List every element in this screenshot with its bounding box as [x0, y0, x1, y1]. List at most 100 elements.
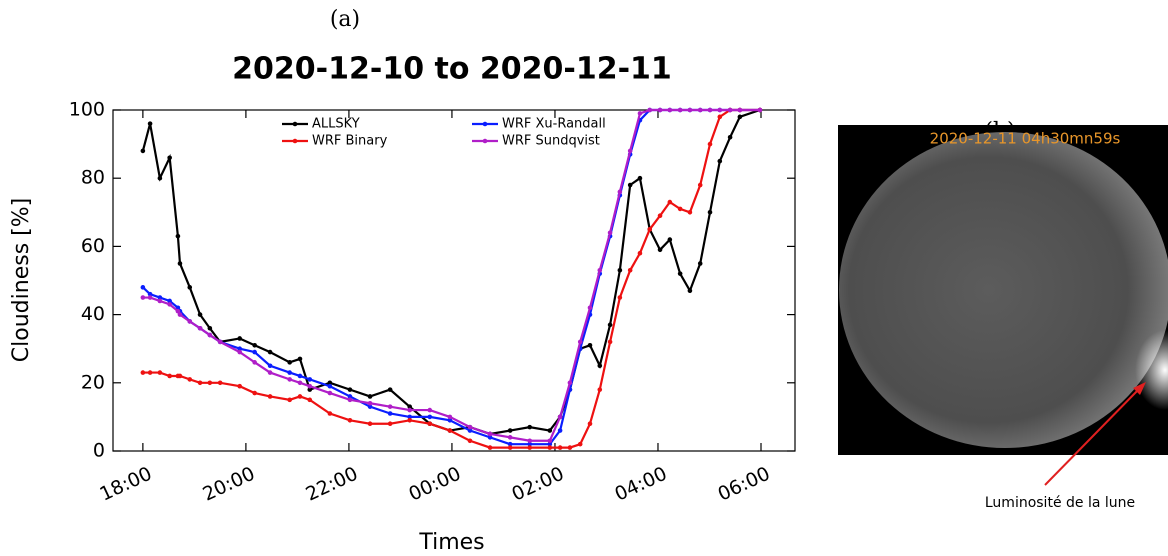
point [487, 445, 493, 450]
legend-label: WRF Xu-Randall [502, 117, 606, 132]
point [407, 407, 413, 413]
point [707, 141, 713, 147]
point [587, 305, 593, 311]
series-line [142, 108, 760, 442]
point [197, 325, 203, 331]
point [527, 438, 533, 444]
point [287, 377, 292, 382]
arrow-head [1133, 382, 1146, 395]
point [557, 445, 563, 450]
point [507, 428, 513, 433]
point [157, 370, 163, 375]
image-timestamp: 2020-12-11 04h30mn59s [930, 130, 1121, 148]
point [617, 189, 623, 195]
point [697, 261, 703, 266]
point [717, 107, 723, 113]
point [707, 107, 713, 113]
point [387, 421, 393, 427]
point [737, 107, 743, 113]
legend-label: ALLSKY [312, 117, 360, 132]
point [507, 441, 513, 447]
point [252, 349, 257, 355]
point [447, 418, 453, 423]
point [207, 380, 213, 386]
plot-frame [112, 109, 796, 452]
point [217, 339, 223, 345]
point [147, 291, 153, 297]
point [217, 380, 223, 386]
point [447, 414, 453, 420]
point [427, 421, 433, 427]
point [467, 428, 473, 433]
point [577, 339, 583, 345]
point [527, 424, 533, 430]
point [207, 325, 213, 331]
point [717, 158, 723, 164]
point [577, 441, 583, 447]
point [147, 295, 153, 300]
point [237, 383, 243, 389]
point [297, 380, 303, 386]
point [617, 295, 623, 300]
point [587, 421, 593, 427]
point [407, 418, 413, 423]
point [177, 373, 183, 379]
x-tick-label: 22:00 [302, 463, 361, 506]
point [587, 342, 593, 348]
point [252, 342, 257, 348]
point [157, 295, 163, 300]
point [297, 373, 303, 379]
point [407, 404, 413, 409]
point [387, 387, 393, 392]
point [727, 107, 733, 113]
point [617, 267, 623, 273]
point [387, 411, 393, 416]
x-tick-label: 06:00 [715, 463, 774, 506]
point [267, 363, 273, 369]
legend-marker [482, 138, 488, 144]
point [207, 332, 213, 338]
x-tick-label: 00:00 [405, 463, 464, 506]
y-tick-label: 0 [93, 440, 105, 462]
point [187, 285, 193, 290]
moon-glow [1135, 330, 1168, 410]
legend-marker [482, 121, 488, 127]
x-tick-label: 02:00 [508, 463, 567, 506]
point [157, 298, 163, 304]
point [140, 285, 146, 290]
point [637, 175, 643, 181]
point [327, 383, 333, 389]
point [647, 227, 653, 232]
point [697, 107, 703, 113]
point [507, 435, 513, 440]
image-annotation: Luminosité de la lune [985, 495, 1135, 511]
point [387, 404, 393, 409]
point [187, 319, 193, 324]
point [687, 288, 693, 294]
point [252, 390, 257, 396]
y-axis-label: Cloudiness [%] [9, 198, 34, 362]
chart-title: 2020-12-10 to 2020-12-11 [232, 52, 672, 87]
annotation-arrow [1044, 387, 1141, 486]
point [367, 421, 373, 427]
point [557, 414, 563, 420]
point [467, 438, 473, 444]
point [167, 298, 172, 304]
point [737, 114, 743, 120]
point [327, 411, 333, 416]
point [447, 428, 453, 433]
point [140, 148, 146, 154]
point [287, 360, 292, 365]
point [157, 175, 163, 181]
point [307, 383, 313, 389]
point [367, 404, 373, 409]
point [287, 370, 292, 375]
point [327, 380, 333, 386]
point [507, 445, 513, 450]
legend-label: WRF Sundqvist [502, 134, 600, 149]
point [607, 322, 613, 328]
panel-label: (a) [330, 7, 360, 32]
point [647, 107, 653, 113]
point [177, 312, 183, 317]
